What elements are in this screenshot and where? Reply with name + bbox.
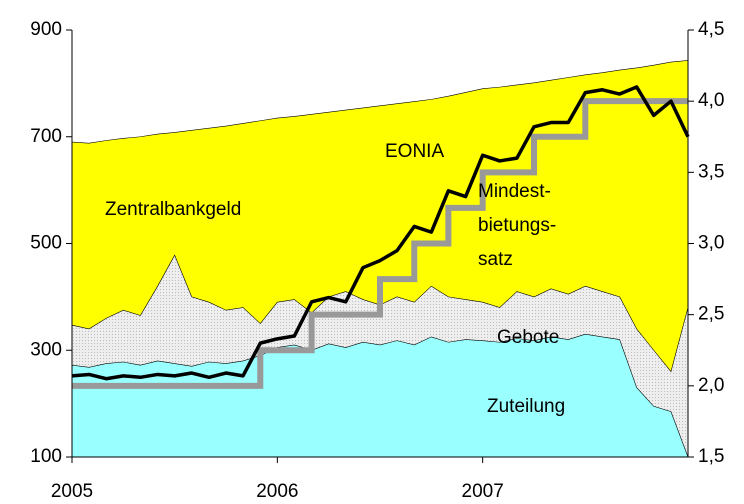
- series-label: EONIA: [385, 141, 444, 162]
- series-label: Zuteilung: [487, 396, 565, 417]
- series-label: satz: [478, 249, 513, 270]
- y-tick-label: 700: [30, 126, 62, 147]
- y-tick-label: 300: [30, 339, 62, 360]
- y2-tick-label: 4,5: [698, 19, 724, 40]
- y-tick-label: 100: [30, 446, 62, 467]
- y-tick-label: 500: [30, 233, 62, 254]
- x-tick-label: 2007: [462, 481, 504, 502]
- series-label: bietungs-: [478, 215, 556, 236]
- x-tick-label: 2006: [256, 481, 298, 502]
- step-line: [72, 98, 688, 389]
- line: [71, 85, 690, 381]
- plot-area: [71, 60, 690, 458]
- y2-tick-label: 2,5: [698, 304, 724, 325]
- y2-tick-label: 3,0: [698, 233, 724, 254]
- series-label: Gebote: [497, 327, 559, 348]
- area: [71, 333, 689, 458]
- y2-tick-label: 2,0: [698, 375, 724, 396]
- y-tick-label: 900: [30, 19, 62, 40]
- series-label: Zentralbankgeld: [105, 199, 241, 220]
- series-label: Mindest-: [478, 181, 551, 202]
- x-tick-label: 2005: [51, 481, 93, 502]
- y2-tick-label: 3,5: [698, 161, 724, 182]
- y2-tick-label: 1,5: [698, 446, 724, 467]
- y2-tick-label: 4,0: [698, 90, 724, 111]
